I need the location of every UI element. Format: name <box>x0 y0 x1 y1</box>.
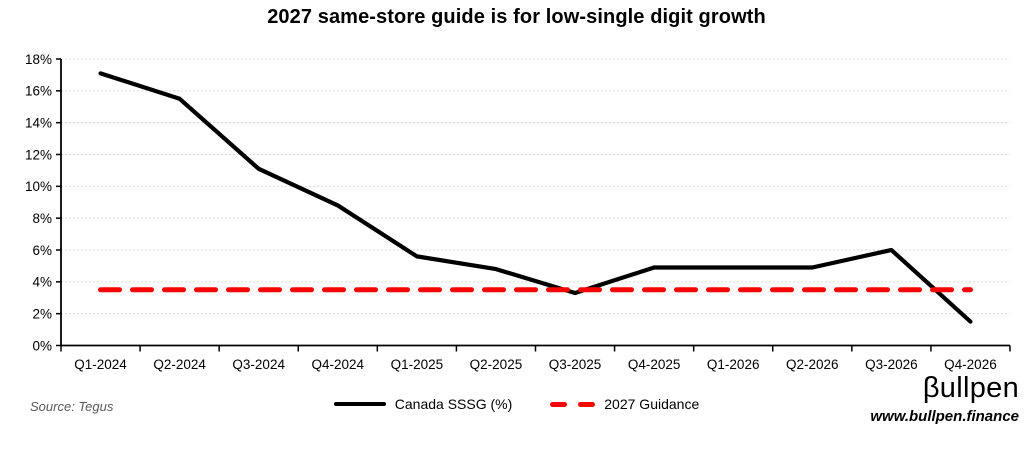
x-tick-label: Q4-2026 <box>944 357 997 372</box>
guidance-dash-swatch <box>550 401 596 407</box>
sssg-line <box>98 71 973 324</box>
x-tick-label: Q1-2026 <box>707 357 760 372</box>
y-tick-label: 8% <box>32 211 52 226</box>
legend-label-sssg: Canada SSSG (%) <box>394 396 513 412</box>
x-tick-label: Q1-2025 <box>391 357 444 372</box>
y-tick-label: 12% <box>25 147 52 162</box>
x-tick-label: Q2-2024 <box>153 357 206 372</box>
bullpen-logo-name: βullpen <box>922 372 1019 404</box>
x-tick-label: Q2-2026 <box>786 357 839 372</box>
y-tick-label: 6% <box>32 243 52 258</box>
y-tick-label: 14% <box>25 115 52 130</box>
y-tick-label: 0% <box>32 338 52 353</box>
x-tick-label: Q3-2024 <box>232 357 285 372</box>
y-tick-label: 4% <box>32 275 52 290</box>
x-tick-label: Q3-2026 <box>865 357 918 372</box>
bullpen-logo-url: www.bullpen.finance <box>870 407 1019 425</box>
x-tick-label: Q1-2024 <box>74 357 127 372</box>
y-tick-label: 16% <box>25 84 52 99</box>
source-note: Source: Tegus <box>30 399 114 414</box>
chart-legend: Canada SSSG (%) 2027 Guidance <box>0 396 1033 412</box>
x-tick-label: Q4-2024 <box>312 357 365 372</box>
guidance-dash-2 <box>578 401 596 407</box>
legend-item-sssg: Canada SSSG (%) <box>333 396 513 412</box>
y-tick-label: 2% <box>32 306 52 321</box>
y-tick-label: 10% <box>25 179 52 194</box>
y-tick-label: 18% <box>25 52 52 67</box>
bullpen-logo: βullpen www.bullpen.finance <box>870 372 1019 425</box>
chart-title: 2027 same-store guide is for low-single … <box>267 6 766 28</box>
x-tick-label: Q4-2025 <box>628 357 681 372</box>
sssg-line-swatch <box>333 402 386 406</box>
x-tick-label: Q2-2025 <box>470 357 523 372</box>
legend-label-guidance: 2027 Guidance <box>604 396 700 412</box>
legend-item-guidance: 2027 Guidance <box>550 396 699 412</box>
x-tick-label: Q3-2025 <box>549 357 602 372</box>
guidance-dash-1 <box>550 401 568 407</box>
